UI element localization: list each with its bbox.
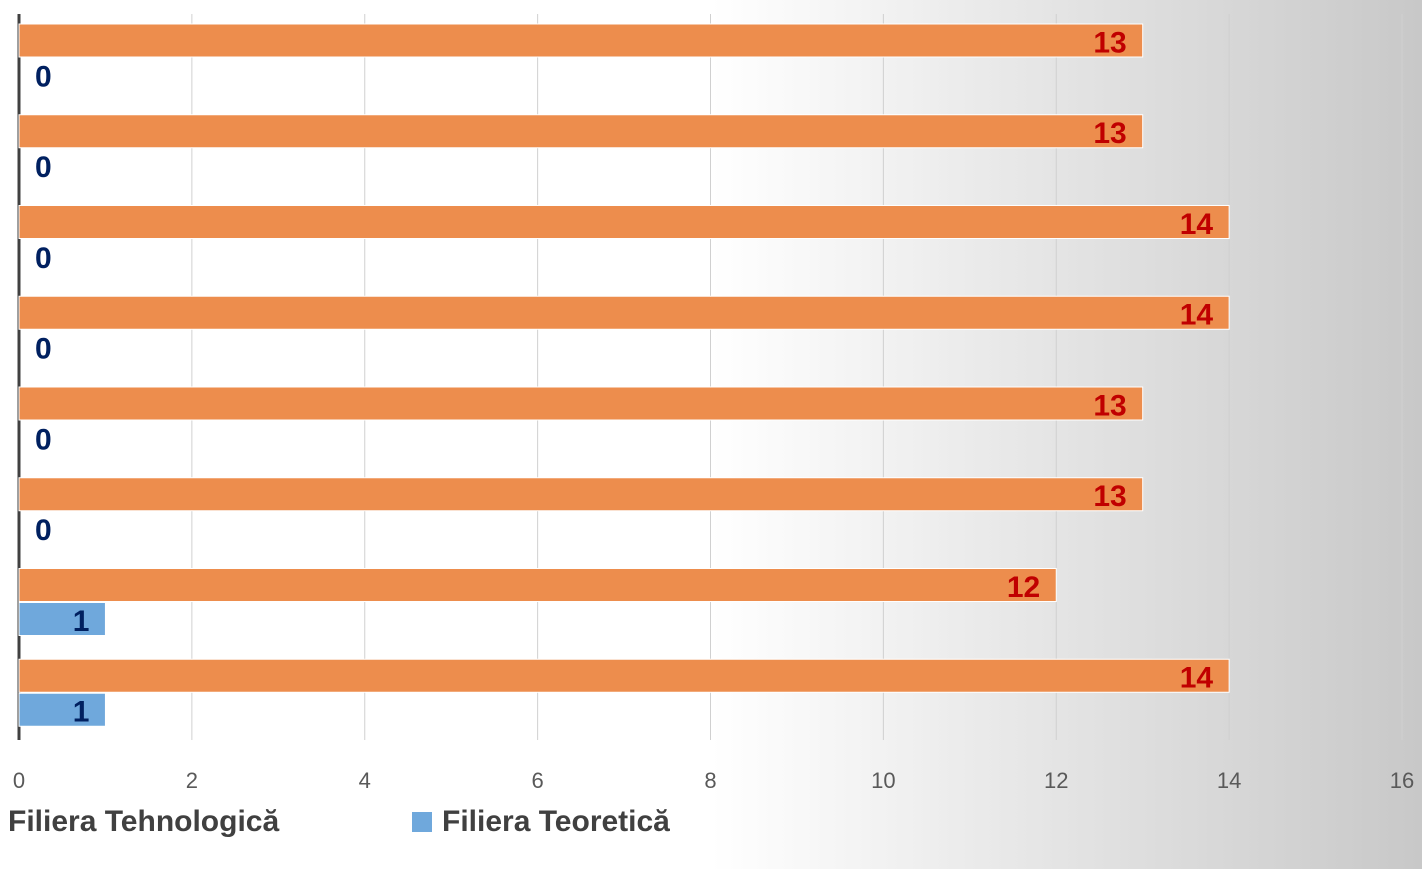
legend-label: Filiera Teoretică bbox=[442, 805, 670, 838]
x-tick-label: 14 bbox=[1217, 768, 1241, 793]
bar bbox=[18, 477, 1144, 512]
bar bbox=[18, 658, 1230, 693]
value-label: 0 bbox=[35, 151, 52, 184]
value-label: 13 bbox=[1093, 389, 1126, 422]
legend-label: Filiera Tehnologică bbox=[8, 805, 279, 838]
x-tick-label: 10 bbox=[871, 768, 895, 793]
value-label: 0 bbox=[35, 423, 52, 456]
value-label: 14 bbox=[1180, 299, 1214, 332]
bar bbox=[18, 386, 1144, 421]
x-tick-label: 12 bbox=[1044, 768, 1068, 793]
value-label: 0 bbox=[35, 333, 52, 366]
bar bbox=[18, 568, 1057, 602]
x-tick-label: 2 bbox=[186, 768, 198, 793]
x-tick-label: 8 bbox=[704, 768, 716, 793]
value-label: 14 bbox=[1180, 208, 1214, 241]
value-label: 13 bbox=[1093, 26, 1126, 59]
value-label: 1 bbox=[73, 696, 90, 729]
value-label: 14 bbox=[1180, 662, 1214, 695]
bar bbox=[18, 602, 106, 636]
bar bbox=[18, 295, 1230, 330]
x-tick-label: 4 bbox=[359, 768, 371, 793]
value-label: 13 bbox=[1093, 480, 1126, 513]
value-label: 0 bbox=[35, 242, 52, 275]
x-tick-label: 0 bbox=[13, 768, 25, 793]
value-label: 1 bbox=[73, 605, 90, 638]
bar bbox=[18, 692, 106, 727]
value-label: 0 bbox=[35, 60, 52, 93]
bar bbox=[18, 114, 1144, 149]
value-label: 13 bbox=[1093, 117, 1126, 150]
value-label: 0 bbox=[35, 514, 52, 547]
x-tick-label: 6 bbox=[532, 768, 544, 793]
value-label: 12 bbox=[1007, 571, 1040, 604]
legend-swatch bbox=[412, 812, 432, 832]
x-tick-label: 16 bbox=[1390, 768, 1414, 793]
bar bbox=[18, 205, 1230, 239]
bar bbox=[18, 23, 1144, 58]
